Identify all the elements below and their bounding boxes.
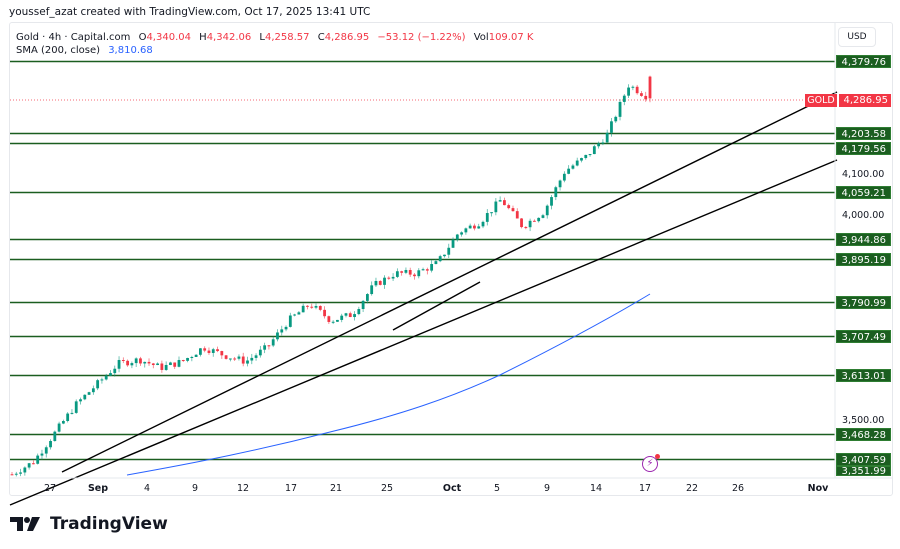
level-label: 3,895.19 [836, 253, 891, 266]
close-value: 4,286.95 [324, 32, 370, 43]
sma-label[interactable]: SMA (200, close) [16, 45, 100, 56]
open-value: 4,340.04 [146, 32, 191, 43]
chart-credit: youssef_azat created with TradingView.co… [9, 6, 371, 18]
trendline-upper[interactable] [61, 91, 838, 473]
level-label: 4,379.76 [836, 55, 891, 68]
trendline-lower[interactable] [9, 159, 838, 506]
time-tick: Nov [807, 483, 829, 494]
level-label: 4,179.56 [836, 142, 891, 155]
time-tick: Sep [87, 483, 109, 494]
event-dot [655, 454, 660, 459]
currency-button[interactable]: USD [838, 27, 876, 47]
tradingview-logo-icon [10, 517, 40, 531]
time-tick: 17 [638, 483, 652, 494]
price-tick: 4,100.00 [842, 169, 885, 180]
time-tick: 4 [143, 483, 151, 494]
time-tick: 12 [236, 483, 250, 494]
brand-name: TradingView [50, 514, 168, 534]
level-label: 3,613.01 [836, 369, 891, 382]
level-label: 3,944.86 [836, 233, 891, 246]
change-value: −53.12 (−1.22%) [377, 32, 466, 43]
level-label: 4,203.58 [836, 127, 891, 140]
time-tick: 9 [191, 483, 199, 494]
price-tick: 3,500.00 [842, 415, 885, 426]
level-label: 3,351.99 [836, 466, 891, 476]
time-tick: 25 [380, 483, 394, 494]
time-tick: 5 [493, 483, 501, 494]
level-label: 3,468.28 [836, 428, 891, 441]
level-label: 4,059.21 [836, 186, 891, 199]
symbol-price-tag: GOLD [805, 94, 837, 107]
volume-value: 109.07 K [488, 32, 534, 43]
candlesticks [10, 75, 652, 477]
time-tick: Oct [442, 483, 462, 494]
time-tick: 9 [543, 483, 551, 494]
chart-frame [9, 22, 893, 496]
high-value: 4,342.06 [206, 32, 252, 43]
time-tick: 21 [329, 483, 343, 494]
low-value: 4,258.57 [264, 32, 310, 43]
horizontal-levels[interactable] [10, 60, 835, 461]
time-tick: 22 [685, 483, 699, 494]
level-label: 3,707.49 [836, 330, 891, 343]
time-tick: 14 [589, 483, 603, 494]
time-tick: 26 [731, 483, 745, 494]
level-label: 3,407.59 [836, 453, 891, 466]
sma-200-line [126, 293, 651, 476]
trendline-short[interactable] [392, 281, 481, 331]
chart-legend: Gold · 4h · Capital.com O4,340.04 H4,342… [16, 32, 534, 56]
price-tick: 4,000.00 [842, 210, 885, 221]
symbol-label: Gold · 4h · Capital.com [16, 32, 131, 43]
time-tick: 17 [284, 483, 298, 494]
sma-value: 3,810.68 [108, 45, 153, 56]
economic-event-icon[interactable]: ⚡ [642, 454, 660, 472]
tradingview-logo[interactable]: TradingView [10, 514, 168, 534]
level-label: 3,790.99 [836, 296, 891, 309]
time-tick: 27 [43, 483, 57, 494]
current-price-label: 4,286.95 [839, 94, 891, 107]
